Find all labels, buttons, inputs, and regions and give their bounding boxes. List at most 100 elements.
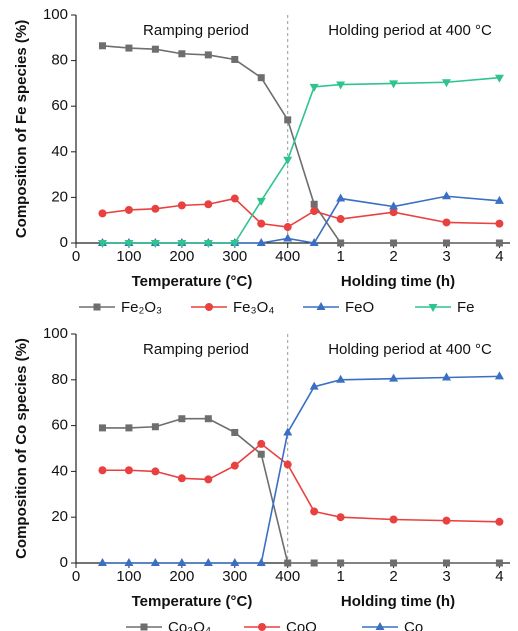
marker [441, 79, 451, 88]
marker [98, 424, 106, 432]
marker [441, 191, 451, 200]
series-line [102, 197, 500, 228]
marker [203, 558, 213, 566]
marker [151, 467, 160, 476]
legend-label: FeO [345, 299, 374, 316]
marker [205, 303, 213, 311]
marker [177, 474, 186, 483]
marker [97, 240, 107, 248]
marker [124, 466, 133, 475]
marker [309, 238, 319, 246]
x-tick-label: 100 [116, 568, 141, 585]
marker [204, 415, 212, 423]
marker [310, 200, 318, 208]
annotation: Ramping period [143, 22, 249, 39]
x-tick-label: 300 [222, 248, 247, 265]
marker [124, 205, 133, 214]
marker [442, 559, 450, 567]
marker [150, 558, 160, 566]
marker [442, 516, 451, 525]
marker [389, 201, 399, 210]
marker [257, 219, 266, 228]
marker [204, 475, 213, 484]
y-tick-label: 40 [51, 462, 68, 479]
marker [124, 240, 134, 248]
marker [178, 50, 186, 58]
marker [283, 223, 292, 232]
marker [151, 45, 159, 53]
marker [494, 74, 504, 83]
marker [389, 373, 399, 382]
marker [98, 466, 107, 475]
marker [140, 623, 148, 631]
x-axis-title: Holding time (h) [341, 273, 455, 290]
marker [204, 200, 213, 209]
marker [375, 622, 385, 630]
marker [204, 51, 212, 59]
marker [389, 80, 399, 89]
y-tick-label: 100 [43, 325, 68, 342]
series-line [102, 44, 500, 244]
y-tick-label: 60 [51, 97, 68, 114]
marker [230, 558, 240, 566]
marker [284, 559, 292, 567]
marker [230, 461, 239, 470]
chart-panel: 0 20 40 60 80 100 0 100 200 300 400 1 2 3 4 Ramping per… [13, 325, 510, 631]
x-tick-label: 400 [275, 568, 300, 585]
y-tick-label: 20 [51, 508, 68, 525]
y-tick-label: 80 [51, 52, 68, 69]
y-tick-label: 100 [43, 6, 68, 23]
marker [151, 204, 160, 213]
marker [495, 559, 503, 567]
legend-label: Fe₂O₃ [121, 299, 162, 316]
marker [389, 208, 398, 217]
annotation: Ramping period [143, 341, 249, 358]
marker [336, 215, 345, 224]
marker [231, 428, 239, 436]
annotation: Holding period at 400 °C [328, 22, 492, 39]
marker [442, 239, 450, 247]
marker [310, 559, 318, 567]
series-line [102, 417, 500, 564]
legend-label: Fe [457, 299, 475, 316]
y-tick-label: 80 [51, 371, 68, 388]
marker [97, 558, 107, 566]
marker [494, 195, 504, 204]
marker [177, 240, 187, 248]
marker [124, 558, 134, 566]
y-tick-label: 0 [60, 234, 68, 251]
annotation: Holding period at 400 °C [328, 341, 492, 358]
series-line [102, 442, 500, 523]
marker [258, 623, 266, 631]
marker [495, 517, 504, 526]
x-tick-label: 4 [495, 248, 503, 265]
marker [336, 374, 346, 383]
marker [93, 303, 101, 311]
legend-label: Fe₃O₄ [233, 299, 274, 316]
marker [283, 460, 292, 469]
x-axis-title: Holding time (h) [341, 593, 455, 610]
marker [284, 116, 292, 124]
y-tick-label: 60 [51, 417, 68, 434]
marker [256, 238, 266, 246]
x-tick-label: 4 [495, 568, 503, 585]
marker [442, 218, 451, 227]
marker [98, 42, 106, 50]
marker [203, 240, 213, 248]
marker [177, 558, 187, 566]
marker [495, 219, 504, 228]
marker [283, 233, 293, 242]
chart-panel: 0 20 40 60 80 100 0 100 200 300 400 1 2 3 4 Ramping per… [13, 6, 510, 316]
x-axis-title: Temperature (°C) [132, 593, 253, 610]
y-tick-label: 0 [60, 554, 68, 571]
marker [257, 450, 265, 458]
x-tick-label: 2 [389, 568, 397, 585]
marker [309, 83, 319, 92]
series-line [102, 375, 500, 564]
legend-label: CoO [286, 619, 317, 631]
y-axis-title: Composition of Co species (%) [13, 338, 30, 559]
x-tick-label: 200 [169, 248, 194, 265]
marker [390, 239, 398, 247]
marker [428, 304, 438, 312]
marker [178, 415, 186, 423]
